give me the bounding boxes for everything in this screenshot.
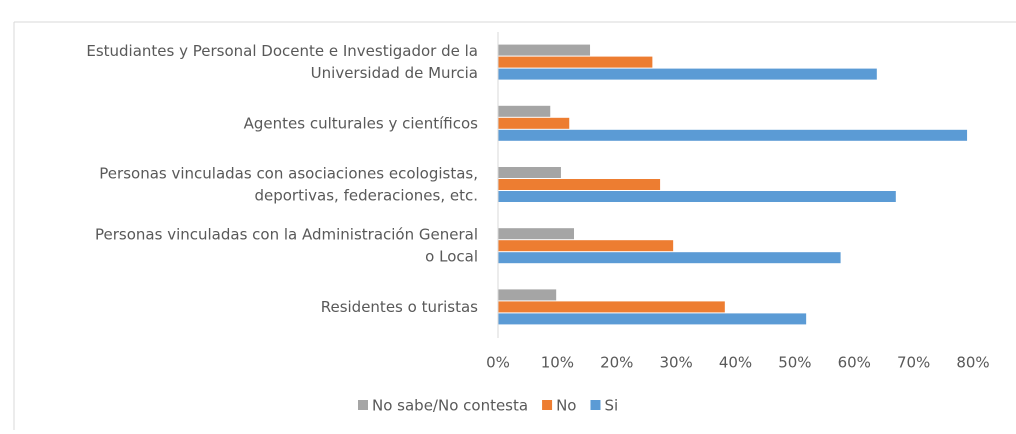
legend-label: No sabe/No contesta bbox=[372, 397, 528, 415]
x-tick-label: 10% bbox=[541, 354, 574, 372]
legend-swatch bbox=[542, 400, 553, 410]
x-tick-label: 0% bbox=[486, 354, 510, 372]
category-label: Personas vinculadas con asociaciones eco… bbox=[99, 165, 478, 183]
x-tick-label: 20% bbox=[600, 354, 633, 372]
bar bbox=[498, 301, 725, 313]
x-tick-label: 40% bbox=[719, 354, 752, 372]
bar bbox=[498, 117, 570, 129]
x-tick-label: 30% bbox=[659, 354, 692, 372]
bar bbox=[498, 313, 807, 325]
category-label: o Local bbox=[425, 248, 478, 266]
category-label: Agentes culturales y científicos bbox=[244, 114, 479, 132]
category-label: Estudiantes y Personal Docente e Investi… bbox=[86, 42, 478, 60]
category-label: deportivas, federaciones, etc. bbox=[254, 187, 478, 205]
legend-swatch bbox=[358, 400, 368, 410]
bar bbox=[498, 167, 561, 178]
bar bbox=[498, 105, 551, 117]
x-tick-label: 70% bbox=[897, 354, 930, 372]
x-tick-label: 50% bbox=[778, 354, 811, 372]
legend-label: Si bbox=[604, 397, 618, 415]
x-tick-label: 80% bbox=[956, 354, 989, 372]
bar bbox=[498, 240, 674, 252]
x-tick-label: 60% bbox=[838, 354, 871, 372]
bar bbox=[498, 252, 841, 264]
bar bbox=[498, 129, 968, 141]
bar bbox=[498, 228, 574, 240]
category-label: Residentes o turistas bbox=[321, 298, 478, 316]
bar bbox=[498, 56, 653, 68]
legend-label: No bbox=[556, 397, 576, 415]
bar bbox=[498, 44, 591, 56]
legend-swatch bbox=[590, 400, 601, 410]
category-label: Universidad de Murcia bbox=[311, 64, 478, 82]
bar bbox=[498, 289, 557, 301]
bar bbox=[498, 179, 661, 190]
bar bbox=[498, 68, 877, 80]
category-label: Personas vinculadas con la Administració… bbox=[95, 226, 478, 244]
bar bbox=[498, 191, 896, 202]
